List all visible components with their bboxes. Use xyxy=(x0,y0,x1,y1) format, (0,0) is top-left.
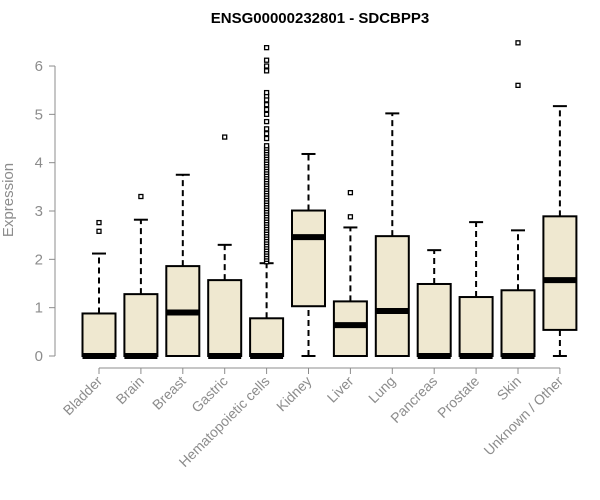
y-axis: 0 1 2 3 4 5 6 xyxy=(35,58,56,365)
box-brain xyxy=(123,193,159,359)
outlier-point xyxy=(263,126,270,132)
box-lung xyxy=(374,112,410,357)
x-tick-label: Bladder xyxy=(60,373,106,419)
box-gastric xyxy=(207,134,243,359)
y-tick-label: 5 xyxy=(35,106,43,123)
boxplot-series xyxy=(81,40,578,359)
outlier-point xyxy=(263,135,270,142)
x-tick-label: Prostate xyxy=(434,373,482,421)
x-tick-label: Breast xyxy=(149,373,189,413)
x-tick-label: Unknown / Other xyxy=(480,373,566,459)
outlier-point xyxy=(96,219,102,226)
outlier-point xyxy=(263,89,270,96)
box-skin xyxy=(500,40,536,359)
box-unknown-other xyxy=(542,105,578,357)
x-tick-label: Pancreas xyxy=(387,373,440,426)
outlier-point xyxy=(263,68,270,74)
outlier-point xyxy=(96,228,102,234)
outlier-point xyxy=(515,82,521,89)
box-body xyxy=(500,289,536,358)
box-body xyxy=(81,312,117,358)
outlier-point xyxy=(222,134,228,140)
outlier-point xyxy=(263,106,270,113)
y-tick-label: 2 xyxy=(35,251,43,268)
y-tick-label: 6 xyxy=(35,58,43,75)
outlier-point xyxy=(263,118,270,125)
box-kidney xyxy=(291,152,326,357)
box-body xyxy=(374,235,410,357)
x-tick-label: Kidney xyxy=(273,373,315,415)
box-body xyxy=(332,300,368,357)
outlier-point xyxy=(515,40,521,46)
y-tick-label: 1 xyxy=(35,300,43,317)
box-prostate xyxy=(458,221,494,359)
box-body xyxy=(249,317,285,358)
chart-title: ENSG00000232801 - SDCBPP3 xyxy=(211,10,429,27)
outlier-point xyxy=(263,143,270,149)
box-pancreas xyxy=(416,249,452,359)
outlier-point xyxy=(263,131,270,137)
outlier-point xyxy=(263,102,270,108)
x-tick-label: Liver xyxy=(324,373,357,406)
x-tick-label: Brain xyxy=(113,373,147,407)
box-hematopoietic-cells xyxy=(249,45,285,359)
outlier-point xyxy=(347,189,354,196)
y-tick-label: 0 xyxy=(35,348,43,365)
y-tick-label: 3 xyxy=(35,203,43,220)
box-body xyxy=(123,293,159,358)
box-body xyxy=(416,282,452,358)
y-tick-label: 4 xyxy=(35,155,43,172)
outlier-point xyxy=(263,57,270,63)
x-tick-label: Lung xyxy=(365,373,398,406)
x-tick-label: Skin xyxy=(494,373,525,404)
box-body xyxy=(207,279,243,357)
outlier-point xyxy=(263,45,270,51)
box-bladder xyxy=(81,219,117,359)
box-body xyxy=(458,296,494,358)
box-liver xyxy=(332,189,368,357)
outlier-point xyxy=(263,111,270,117)
outlier-point xyxy=(263,63,270,69)
outlier-point xyxy=(138,193,144,200)
outlier-point xyxy=(347,214,354,220)
box-breast xyxy=(165,173,201,357)
box-body xyxy=(542,215,578,331)
box-body xyxy=(291,209,326,308)
y-axis-label: Expression xyxy=(0,163,17,237)
